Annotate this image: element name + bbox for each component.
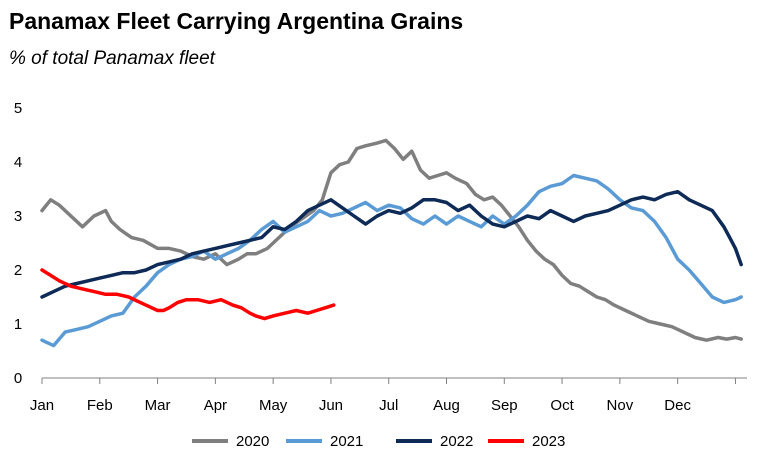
y-tick-label: 1 — [14, 316, 22, 333]
y-tick-label: 0 — [14, 370, 22, 387]
x-tick-label: Jan — [30, 397, 54, 414]
x-axis: Jan Feb Mar Apr May Jun Jul Aug Sep Oct Nov Dec — [30, 377, 747, 414]
x-tick-label: Aug — [433, 397, 460, 414]
y-axis-ticks: 0 1 2 3 4 5 — [14, 100, 22, 387]
x-tick-label: Dec — [664, 397, 691, 414]
legend-label-2022: 2022 — [440, 433, 473, 450]
x-tick-label: Sep — [491, 397, 518, 414]
legend: 2020 2021 2022 2023 — [192, 433, 565, 450]
legend-label-2020: 2020 — [236, 433, 269, 450]
y-tick-label: 4 — [14, 154, 22, 171]
x-tick-label: Jul — [379, 397, 398, 414]
chart-title: Panamax Fleet Carrying Argentina Grains — [9, 8, 464, 34]
x-tick-label: Apr — [204, 397, 227, 414]
x-tick-label: Jun — [319, 397, 343, 414]
y-tick-label: 3 — [14, 208, 22, 225]
x-tick-label: Nov — [607, 397, 634, 414]
legend-label-2023: 2023 — [532, 433, 565, 450]
y-tick-label: 5 — [14, 100, 22, 117]
series-line-2020 — [40, 138, 743, 342]
series-line-2021 — [40, 173, 743, 348]
x-tick-label: Feb — [87, 397, 113, 414]
chart-subtitle: % of total Panamax fleet — [9, 48, 215, 69]
x-tick-label: May — [259, 397, 288, 414]
x-tick-label: Oct — [550, 397, 574, 414]
series-lines — [40, 138, 743, 348]
legend-label-2021: 2021 — [330, 433, 363, 450]
y-tick-label: 2 — [14, 262, 22, 279]
series-line-2022 — [40, 189, 743, 299]
series-line-2023 — [40, 268, 336, 321]
x-tick-label: Mar — [145, 397, 171, 414]
